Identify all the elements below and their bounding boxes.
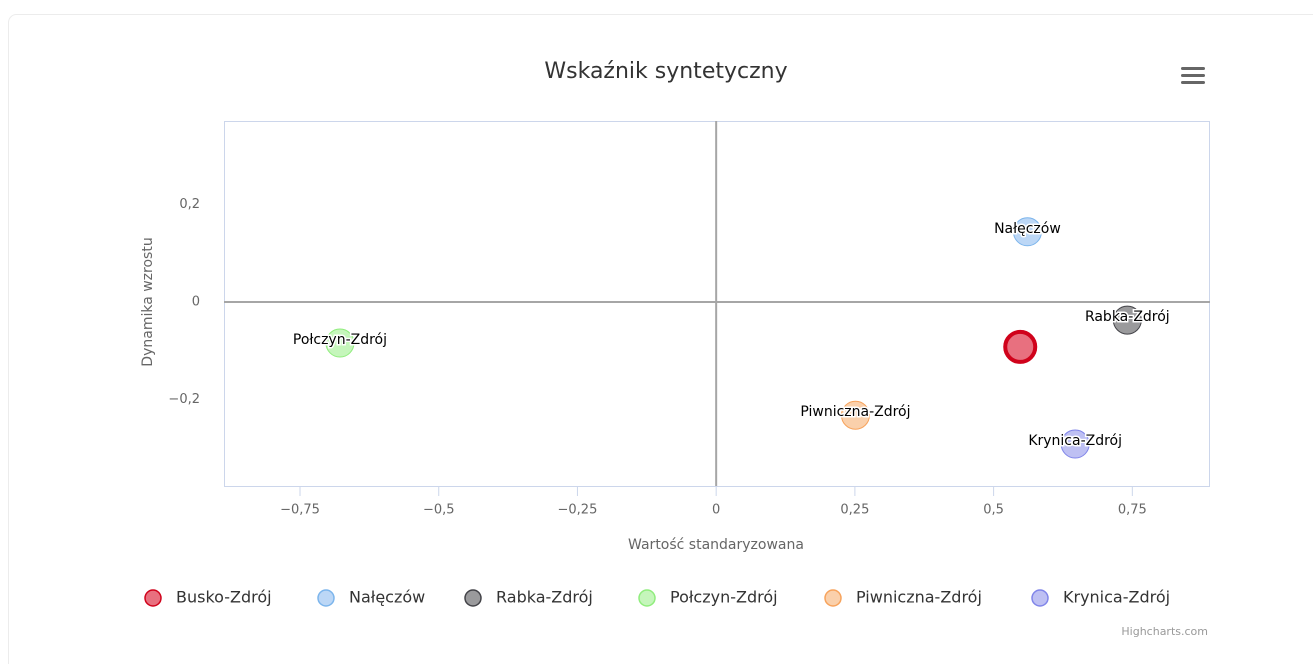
legend-label: Busko-Zdrój <box>176 588 272 607</box>
data-label: Rabka-Zdrój <box>1085 309 1170 325</box>
legend-marker <box>317 589 335 607</box>
x-tick-label: 0,75 <box>1118 503 1147 518</box>
legend-label: Połczyn-Zdrój <box>670 588 778 607</box>
credits[interactable]: Highcharts.com <box>1121 625 1208 638</box>
x-tick-label: −0,5 <box>423 503 455 518</box>
x-tick-label: 0,25 <box>840 503 869 518</box>
menu-button[interactable] <box>1181 67 1205 84</box>
x-axis-title: Wartość standaryzowana <box>628 537 804 553</box>
legend-marker <box>824 589 842 607</box>
legend-label: Krynica-Zdrój <box>1063 588 1170 607</box>
data-label: Krynica-Zdrój <box>1028 433 1122 449</box>
x-tick-label: −0,25 <box>558 503 598 518</box>
x-tick-label: 0 <box>712 503 720 518</box>
point <box>1060 429 1090 459</box>
y-axis-title: Dynamika wzrostu <box>140 237 156 366</box>
y-tick-label: 0,2 <box>179 197 200 212</box>
y-tick-label: 0 <box>192 295 200 310</box>
data-label: Połczyn-Zdrój <box>293 332 387 348</box>
data-label: Piwniczna-Zdrój <box>800 404 910 420</box>
legend-marker <box>638 589 656 607</box>
point <box>840 400 870 430</box>
legend-label: Piwniczna-Zdrój <box>856 588 982 607</box>
data-label: Nałęczów <box>994 221 1061 237</box>
point <box>325 328 355 358</box>
legend-label: Rabka-Zdrój <box>496 588 593 607</box>
point <box>1112 305 1142 335</box>
legend-marker <box>464 589 482 607</box>
legend-label: Nałęczów <box>349 588 425 607</box>
point <box>1003 329 1038 364</box>
card <box>8 14 1313 664</box>
x-tick-label: −0,75 <box>280 503 320 518</box>
y-tick-label: −0,2 <box>168 392 200 407</box>
legend-marker <box>1031 589 1049 607</box>
x-tick-label: 0,5 <box>983 503 1004 518</box>
chart-title: Wskaźnik syntetyczny <box>544 59 787 84</box>
legend-marker <box>144 589 162 607</box>
point <box>1012 217 1042 247</box>
